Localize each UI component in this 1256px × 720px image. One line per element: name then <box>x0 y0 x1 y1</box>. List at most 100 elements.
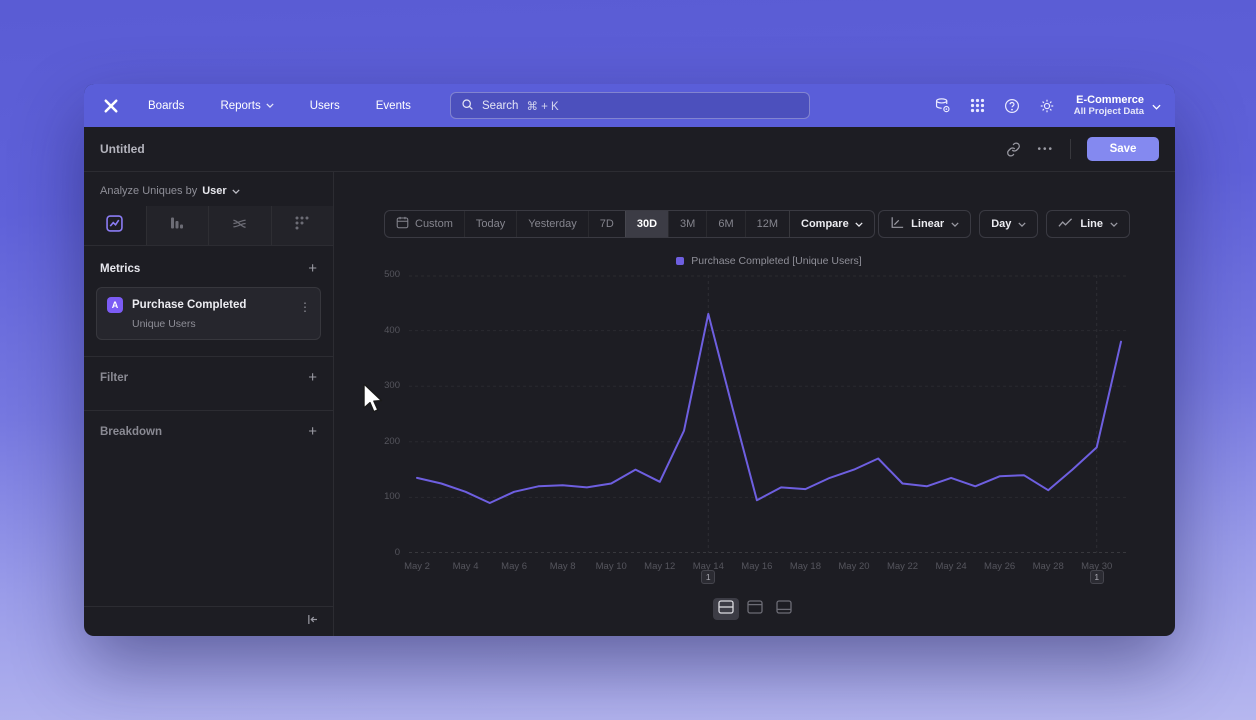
range-label: 30D <box>636 218 658 230</box>
metric-menu-icon[interactable]: ⋮ <box>299 300 311 314</box>
analyze-selector[interactable]: Analyze Uniques by User <box>84 172 333 206</box>
layout-top-icon <box>746 599 763 619</box>
metrics-title: Metrics <box>100 263 141 275</box>
range-label: 7D <box>599 218 614 230</box>
data-management-icon[interactable] <box>934 97 951 114</box>
range-button-12m[interactable]: 12M <box>744 211 789 237</box>
y-axis-label: 200 <box>384 435 400 447</box>
x-axis-label: May 20 <box>838 561 870 572</box>
nav-item-label: Boards <box>148 99 185 112</box>
mixpanel-logo-icon[interactable] <box>102 97 120 115</box>
x-axis-label: May 10 <box>595 561 627 572</box>
tab-flows[interactable] <box>208 206 271 245</box>
layout-bottom-button[interactable] <box>771 598 797 620</box>
metric-card[interactable]: A Purchase Completed Unique Users ⋮ <box>96 287 321 340</box>
flows-icon <box>231 216 248 236</box>
interval-label: Day <box>991 218 1012 230</box>
copy-link-icon[interactable] <box>1006 141 1021 157</box>
insights-icon <box>106 214 123 237</box>
metric-subtitle: Unique Users <box>132 318 196 330</box>
x-axis-label: May 8 <box>549 561 576 572</box>
range-button-7d[interactable]: 7D <box>587 211 625 237</box>
report-title: Untitled <box>100 142 145 156</box>
metric-name: Purchase Completed <box>132 299 247 311</box>
range-button-custom[interactable]: Custom <box>385 211 464 237</box>
range-button-30d[interactable]: 30D <box>624 211 669 237</box>
range-button-6m[interactable]: 6M <box>706 211 744 237</box>
range-label: 6M <box>718 218 734 230</box>
line-chart-plot[interactable] <box>409 275 1129 553</box>
save-button[interactable]: Save <box>1087 137 1159 161</box>
metric-badge: A <box>107 297 123 313</box>
nav-item-reports[interactable]: Reports <box>220 99 274 112</box>
range-button-today[interactable]: Today <box>463 211 516 237</box>
x-axis-label: May 14 <box>692 561 724 572</box>
y-axis-label: 400 <box>384 324 400 336</box>
layout-split-button[interactable] <box>712 598 739 620</box>
more-options-button[interactable]: ••• <box>1037 143 1054 155</box>
chevron-down-icon <box>1152 97 1161 115</box>
help-icon[interactable] <box>1004 98 1020 114</box>
legend-swatch <box>676 257 685 265</box>
nav-item-users[interactable]: Users <box>310 100 340 112</box>
calendar-icon <box>396 216 409 232</box>
chart-type-dropdown[interactable]: Line <box>1046 210 1130 238</box>
tab-funnels[interactable] <box>145 206 209 245</box>
project-selector[interactable]: E-Commerce All Project Data <box>1074 94 1161 117</box>
range-label: 12M <box>756 218 779 230</box>
date-range-control: Custom Today Yesterday 7D 30D 3M 6M 12M Compare <box>384 210 875 238</box>
range-button-yesterday[interactable]: Yesterday <box>516 211 588 237</box>
scale-dropdown[interactable]: Linear <box>878 210 972 238</box>
search-placeholder: Search <box>482 99 519 112</box>
tab-insights[interactable] <box>84 206 146 245</box>
y-axis-label: 0 <box>394 547 400 558</box>
axis-icon <box>890 216 904 232</box>
add-filter-button[interactable]: + <box>308 369 317 386</box>
nav-item-boards[interactable]: Boards <box>148 100 184 112</box>
search-input[interactable]: Search ⌘ + K <box>450 92 810 119</box>
layout-top-button[interactable] <box>742 598 768 620</box>
x-axis-label: May 12 <box>644 561 676 572</box>
query-sidebar: Analyze Uniques by User Metrics + A Purc… <box>84 172 334 636</box>
x-axis-label: May 18 <box>789 561 821 572</box>
chart-legend[interactable]: Purchase Completed [Unique Users] <box>409 255 1129 267</box>
analyze-value: User <box>202 185 227 197</box>
compare-button[interactable]: Compare <box>789 211 874 237</box>
settings-gear-icon[interactable] <box>1039 98 1055 114</box>
x-axis-label: May 2 <box>404 561 430 572</box>
x-axis-label: May 24 <box>935 561 967 572</box>
x-axis-label: May 28 <box>1032 561 1064 572</box>
range-label: Yesterday <box>528 218 577 230</box>
search-shortcut: ⌘ + K <box>526 100 559 113</box>
nav-item-label: Users <box>309 99 340 112</box>
interval-dropdown[interactable]: Day <box>979 210 1039 238</box>
x-axis-label: May 6 <box>501 561 528 572</box>
layout-bottom-icon <box>775 599 792 619</box>
annotation-badge-may-30[interactable]: 1 <box>1089 570 1104 584</box>
nav-item-label: Reports <box>220 99 261 112</box>
report-header: Untitled ••• Save <box>84 127 1175 172</box>
line-chart-icon <box>1058 217 1073 232</box>
collapse-sidebar-icon[interactable] <box>306 613 319 631</box>
navbar-right: E-Commerce All Project Data <box>934 84 1161 127</box>
breakdown-title: Breakdown <box>100 426 162 438</box>
tab-retention[interactable] <box>270 206 334 245</box>
apps-grid-icon[interactable] <box>970 98 985 113</box>
y-axis-label: 500 <box>384 269 400 280</box>
sidebar-footer <box>84 606 333 636</box>
annotation-badge-may-14[interactable]: 1 <box>701 570 716 584</box>
chevron-down-icon <box>1018 218 1026 230</box>
nav-item-events[interactable]: Events <box>376 100 411 112</box>
chevron-down-icon <box>951 218 959 230</box>
metrics-section-header: Metrics + <box>84 246 333 285</box>
primary-nav: Boards Reports Users Events <box>148 100 411 112</box>
app-window: Boards Reports Users Events Search ⌘ + K <box>84 84 1175 636</box>
y-axis-label: 100 <box>384 491 400 503</box>
add-breakdown-button[interactable]: + <box>308 423 317 440</box>
filter-title: Filter <box>100 372 129 384</box>
chart-type-label: Line <box>1080 218 1103 230</box>
x-axis-label: May 30 <box>1081 561 1113 572</box>
add-metric-button[interactable]: + <box>308 260 317 277</box>
range-button-3m[interactable]: 3M <box>668 211 706 237</box>
top-navbar: Boards Reports Users Events Search ⌘ + K <box>84 84 1175 127</box>
